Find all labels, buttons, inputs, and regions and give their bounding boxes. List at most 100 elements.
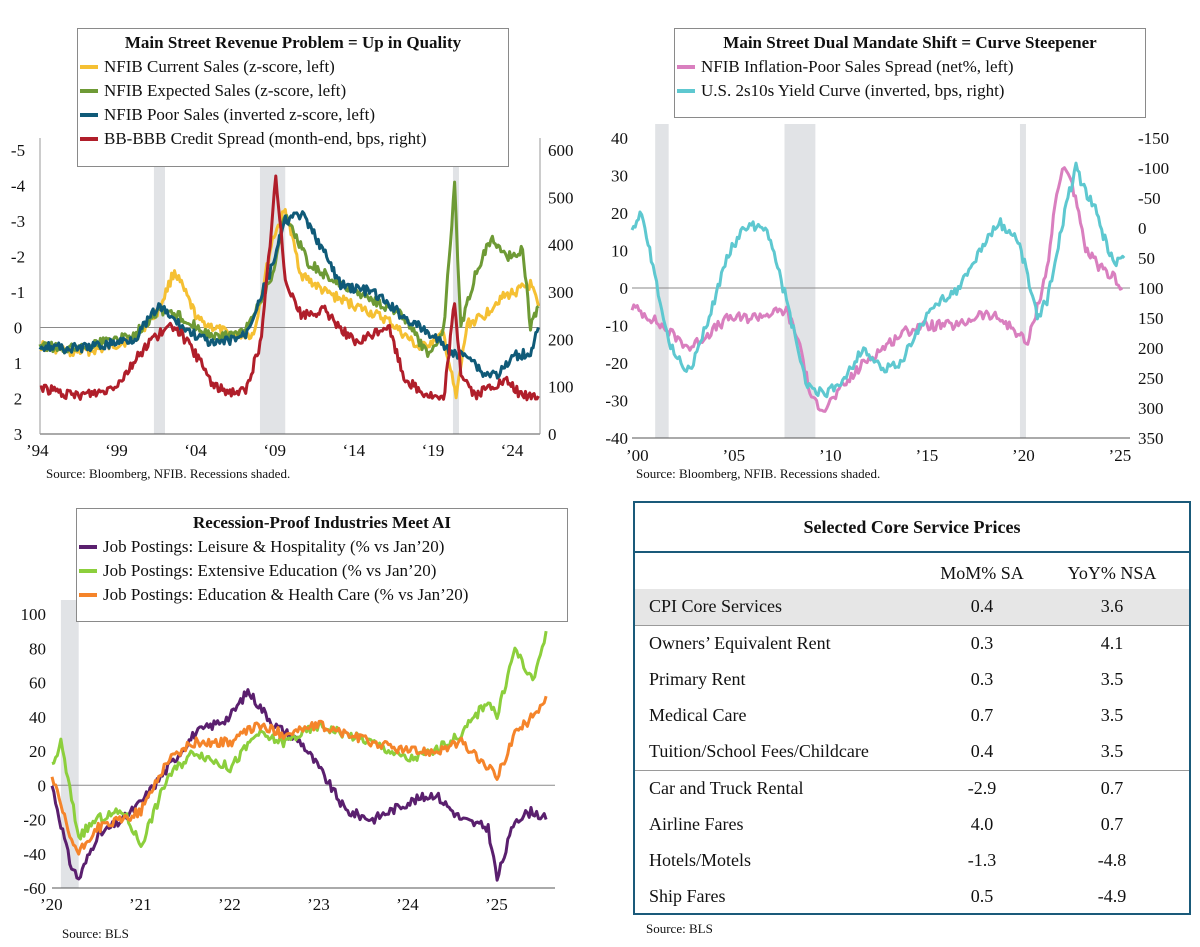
y-left-tick-label: -4 [11, 177, 26, 196]
yoy-value: 0.7 [1100, 778, 1124, 798]
legend-label: U.S. 2s10s Yield Curve (inverted, bps, r… [701, 81, 1005, 100]
y-left-tick-label: 3 [14, 425, 23, 444]
y-left-tick-label: -60 [23, 879, 46, 898]
legend-label: NFIB Inflation-Poor Sales Spread (net%, … [701, 57, 1014, 76]
y-left-tick-label: 40 [611, 129, 628, 148]
legend-label: Job Postings: Education & Health Care (%… [103, 585, 469, 604]
mom-value: 0.7 [970, 705, 994, 725]
recession-band [784, 124, 816, 438]
legend-swatch [79, 545, 97, 549]
yoy-value: 3.6 [1100, 596, 1124, 616]
x-tick-label: ’22 [218, 895, 241, 914]
chart-title: Main Street Dual Mandate Shift = Curve S… [723, 33, 1097, 52]
y-left-tick-label: -10 [605, 317, 628, 336]
row-label: CPI Core Services [649, 596, 782, 616]
y-left-tick-label: 60 [29, 674, 46, 693]
legend-dual-mandate: Main Street Dual Mandate Shift = Curve S… [674, 28, 1146, 118]
x-tick-label: ‘19 [422, 441, 445, 460]
y-left-tick-label: 0 [38, 776, 47, 795]
x-tick-label: ‘14 [342, 441, 365, 460]
y-right-tick-label: 300 [548, 283, 574, 302]
y-left-tick-label: -30 [605, 392, 628, 411]
yoy-value: 0.7 [1100, 814, 1124, 834]
legend-swatch [79, 593, 97, 597]
legend-swatch [677, 65, 695, 69]
y-right-tick-label: 50 [1138, 249, 1155, 268]
y-right-tick-label: 500 [548, 188, 574, 207]
y-left-tick-label: 40 [29, 708, 46, 727]
chart-job-postings: 100 80 60 40 20 0 -20 -40 -60’20’21’22’23’24’25 … [0, 490, 600, 947]
chart-job-postings-svg: 100 80 60 40 20 0 -20 -40 -60’20 ’21 ’22 ’23 ’24 ’25 [21, 600, 555, 914]
mom-value: 4.0 [970, 814, 994, 834]
core-service-prices-table: Selected Core Service Prices MoM% SA YoY… [633, 501, 1191, 915]
y-right-tick-label: 0 [548, 425, 557, 444]
chart-title: Recession-Proof Industries Meet AI [193, 513, 451, 532]
x-tick-label: ’24 [396, 895, 419, 914]
legend-swatch [80, 137, 98, 141]
y-right-tick-label: -100 [1138, 159, 1169, 178]
legend-item: BB-BBB Credit Spread (month-end, bps, ri… [78, 127, 508, 151]
yoy-value: 3.5 [1100, 669, 1124, 689]
y-right-tick-label: 200 [548, 330, 574, 349]
mom-value: -1.3 [967, 850, 997, 870]
y-left-tick-label: -20 [605, 354, 628, 373]
recession-band [1019, 124, 1026, 438]
legend-job-postings: Recession-Proof Industries Meet AI Job P… [76, 508, 568, 622]
y-left-tick-label: 0 [620, 279, 629, 298]
x-tick-label: ’21 [129, 895, 152, 914]
mom-value: 0.5 [970, 886, 994, 906]
table-row: Airline Fares 4.0 0.7 [635, 807, 1189, 843]
row-label: Ship Fares [649, 886, 726, 906]
table-row: Hotels/Motels -1.3 -4.8 [635, 843, 1189, 879]
series-line [51, 630, 548, 848]
row-label: Hotels/Motels [649, 850, 751, 870]
y-left-tick-label: -2 [11, 248, 25, 267]
x-tick-label: ‘04 [184, 441, 207, 460]
y-left-tick-label: 10 [611, 242, 628, 261]
row-label: Medical Care [649, 705, 747, 725]
y-left-tick-label: -40 [605, 429, 628, 448]
series-line [50, 695, 548, 856]
chart-dual-mandate-svg: 403020100-10-20-30-40-150-100-5005010015… [605, 124, 1169, 465]
y-right-tick-label: 100 [1138, 279, 1164, 298]
x-tick-label: ’25 [485, 895, 508, 914]
table-row: Car and Truck Rental -2.9 0.7 [635, 770, 1189, 807]
x-tick-label: ‘09 [263, 441, 286, 460]
y-right-tick-label: 250 [1138, 369, 1164, 388]
yoy-value: -4.8 [1097, 850, 1127, 870]
mom-value: 0.4 [970, 596, 994, 616]
legend-item: NFIB Expected Sales (z-score, left) [78, 79, 508, 103]
legend-item: U.S. 2s10s Yield Curve (inverted, bps, r… [675, 79, 1145, 103]
legend-item: Job Postings: Education & Health Care (%… [77, 583, 567, 607]
series-line [630, 166, 1124, 413]
x-tick-label: ’00 [626, 446, 649, 465]
x-tick-label: ’10 [819, 446, 842, 465]
y-left-tick-label: 30 [611, 167, 628, 186]
x-tick-label: ‘99 [105, 441, 128, 460]
table-row: Medical Care 0.7 3.5 [635, 698, 1189, 734]
table-source: Source: BLS [646, 921, 713, 936]
legend-swatch [80, 89, 98, 93]
recession-band [452, 136, 459, 434]
legend-revenue-problem: Main Street Revenue Problem = Up in Qual… [77, 28, 509, 167]
x-tick-label: ’05 [723, 446, 746, 465]
legend-label: Job Postings: Leisure & Hospitality (% v… [103, 537, 445, 556]
row-label: Airline Fares [649, 814, 744, 834]
yoy-value: 3.5 [1100, 741, 1124, 761]
recession-band [655, 124, 669, 438]
y-right-tick-label: 100 [548, 378, 574, 397]
mom-value: 0.3 [970, 633, 994, 653]
y-right-tick-label: 200 [1138, 339, 1164, 358]
mom-value: 0.4 [970, 741, 994, 761]
legend-swatch [79, 569, 97, 573]
chart-source: Source: BLS [62, 926, 129, 941]
row-label: Car and Truck Rental [649, 778, 804, 798]
legend-swatch [80, 113, 98, 117]
header-yoy: YoY% NSA [1067, 563, 1157, 583]
table-row: Ship Fares 0.5 -4.9 [635, 879, 1189, 915]
legend-swatch [677, 89, 695, 93]
table-row: CPI Core Services 0.4 3.6 [635, 589, 1189, 625]
header-mom: MoM% SA [940, 563, 1024, 583]
legend-item: NFIB Poor Sales (inverted z-score, left) [78, 103, 508, 127]
mom-value: -2.9 [967, 778, 997, 798]
